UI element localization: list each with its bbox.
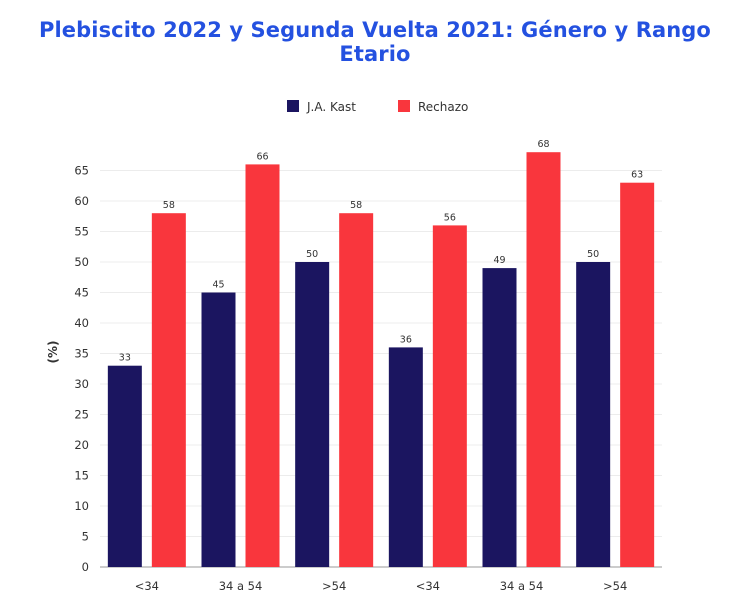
y-tick-label: 60 bbox=[74, 194, 89, 208]
y-tick-label: 30 bbox=[74, 377, 89, 391]
x-tick-label: 34 a 54 bbox=[219, 579, 263, 593]
bar-kast bbox=[107, 365, 142, 567]
data-label: 49 bbox=[493, 255, 505, 266]
data-label: 58 bbox=[163, 200, 175, 211]
x-tick-label: 34 a 54 bbox=[500, 579, 544, 593]
bar-rechazo bbox=[151, 213, 186, 567]
bar-rechazo bbox=[339, 213, 374, 567]
data-label: 33 bbox=[119, 353, 131, 364]
data-label: 63 bbox=[631, 170, 643, 181]
bar-kast bbox=[576, 262, 611, 567]
y-tick-label: 55 bbox=[74, 225, 89, 239]
legend-label-kast: J.A. Kast bbox=[306, 100, 356, 114]
legend-label-rechazo: Rechazo bbox=[418, 100, 468, 114]
data-label: 50 bbox=[306, 249, 318, 260]
y-tick-label: 35 bbox=[74, 347, 89, 361]
y-axis-label: (%) bbox=[46, 341, 60, 364]
bar-rechazo bbox=[245, 164, 280, 567]
data-label: 50 bbox=[587, 249, 599, 260]
bar-rechazo bbox=[526, 152, 561, 567]
data-label: 66 bbox=[256, 151, 268, 162]
data-label: 68 bbox=[537, 139, 549, 150]
y-tick-label: 10 bbox=[74, 499, 89, 513]
data-label: 36 bbox=[400, 334, 412, 345]
data-label: 58 bbox=[350, 200, 362, 211]
x-tick-label: <34 bbox=[416, 579, 440, 593]
data-label: 56 bbox=[444, 212, 456, 223]
legend-swatch-rechazo bbox=[398, 100, 410, 112]
bar-kast bbox=[388, 347, 423, 567]
bar-kast bbox=[482, 268, 517, 567]
y-tick-label: 65 bbox=[74, 164, 89, 178]
y-tick-label: 5 bbox=[82, 530, 89, 544]
y-tick-label: 25 bbox=[74, 408, 89, 422]
bar-rechazo bbox=[620, 182, 655, 567]
y-tick-label: 50 bbox=[74, 255, 89, 269]
y-tick-label: 45 bbox=[74, 286, 89, 300]
x-tick-label: >54 bbox=[322, 579, 346, 593]
bar-kast bbox=[201, 292, 236, 567]
y-tick-label: 0 bbox=[82, 560, 89, 574]
x-tick-label: >54 bbox=[603, 579, 627, 593]
y-tick-label: 20 bbox=[74, 438, 89, 452]
y-tick-label: 40 bbox=[74, 316, 89, 330]
legend-swatch-kast bbox=[287, 100, 299, 112]
x-tick-label: <34 bbox=[135, 579, 159, 593]
chart-title: Plebiscito 2022 y Segunda Vuelta 2021: G… bbox=[39, 18, 711, 66]
data-label: 45 bbox=[212, 280, 224, 291]
bar-kast bbox=[295, 262, 330, 567]
y-tick-label: 15 bbox=[74, 469, 89, 483]
bar-rechazo bbox=[432, 225, 467, 567]
